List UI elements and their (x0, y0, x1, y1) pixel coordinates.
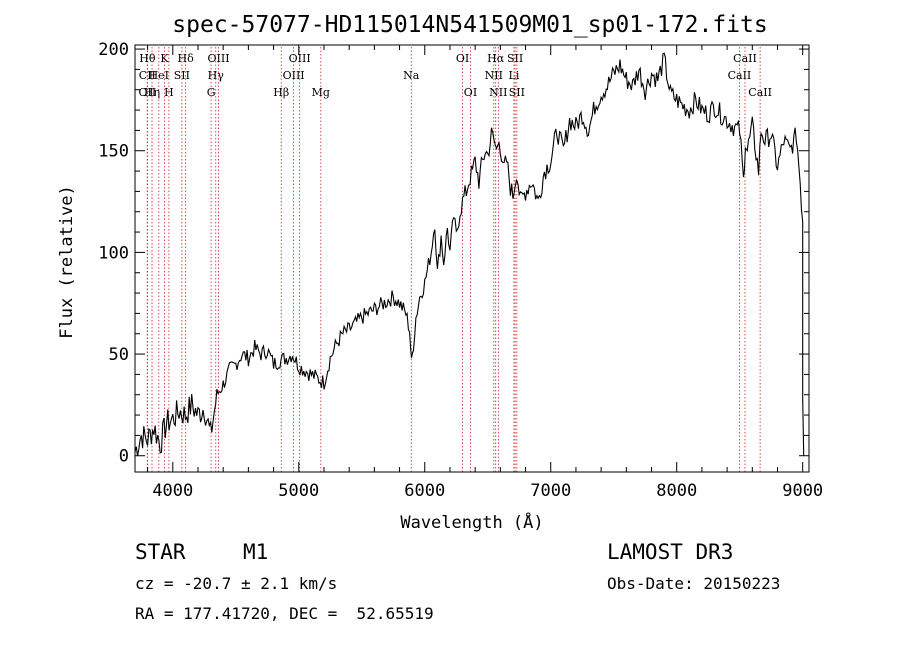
y-tick-label: 100 (98, 243, 129, 263)
flux-series-line (134, 52, 805, 457)
observation-date: Obs-Date: 20150223 (607, 574, 781, 593)
spectral-marker-label: H (164, 86, 174, 99)
spectral-marker-label: CaII (733, 52, 757, 65)
spectral-marker-label: SII (507, 52, 523, 65)
spectral-marker-label: OI (464, 86, 477, 99)
spectral-marker-label: OII (138, 86, 156, 99)
spectral-marker-label: OIII (283, 69, 305, 82)
spectral-marker-label: OIII (207, 52, 229, 65)
spectral-marker-label: CaII (748, 86, 772, 99)
spectral-marker-label: NII (489, 86, 507, 99)
spectral-marker-label: Hβ (273, 86, 289, 99)
spectral-marker-label: Mg (312, 86, 330, 99)
spectral-marker-label: Na (403, 69, 420, 82)
spectral-marker-label: CaII (728, 69, 752, 82)
spectral-marker-label: Li (509, 69, 520, 82)
y-axis-ticks: 0 50 100 150 200 (98, 40, 809, 467)
y-tick-label: 50 (109, 345, 129, 365)
x-tick-label: 6000 (404, 481, 445, 501)
y-tick-label: 0 (119, 447, 129, 467)
y-axis-label: Flux (relative) (57, 185, 77, 339)
chart-title: spec-57077-HD115014N541509M01_sp01-172.f… (172, 12, 767, 38)
y-tick-label: 150 (98, 142, 129, 162)
object-subclass: M1 (243, 540, 269, 564)
spectral-marker-label: SII (174, 69, 190, 82)
spectral-marker-label: OIII (289, 52, 311, 65)
y-tick-label: 200 (98, 40, 129, 60)
spectral-marker-label: Hη (144, 86, 160, 99)
x-tick-label: 8000 (656, 481, 697, 501)
spectral-marker-label: Hγ (208, 69, 225, 82)
x-tick-label: 4000 (152, 481, 193, 501)
survey-name: LAMOST DR3 (607, 540, 734, 564)
x-tick-label: 9000 (782, 481, 823, 501)
redshift-cz: cz = -20.7 ± 2.1 km/s (135, 574, 338, 593)
x-tick-label: 5000 (278, 481, 319, 501)
spectral-marker-label: Hδ (178, 52, 195, 65)
object-class: STAR (135, 540, 186, 564)
spectral-marker-label: Hα (487, 52, 505, 65)
spectral-marker-label: OI (456, 52, 469, 65)
spectral-marker-label: SII (509, 86, 525, 99)
spectral-marker-label: CII (139, 69, 156, 82)
spectral-marker-label: NII (485, 69, 503, 82)
spectrum-chart: spec-57077-HD115014N541509M01_sp01-172.f… (57, 12, 823, 533)
x-axis-ticks: 4000 5000 6000 7000 8000 9000 (147, 45, 823, 501)
spectral-marker-label: Hθ (139, 52, 156, 65)
spectral-line-markers (146, 47, 761, 472)
x-tick-label: 7000 (530, 481, 571, 501)
spectral-marker-label: K (160, 52, 169, 65)
coordinates: RA = 177.41720, DEC = 52.65519 (135, 604, 434, 623)
spectral-marker-label: HeI (149, 69, 169, 82)
spectral-marker-label: G (207, 86, 216, 99)
x-axis-label: Wavelength (Å) (400, 511, 543, 533)
plot-frame (134, 44, 810, 473)
